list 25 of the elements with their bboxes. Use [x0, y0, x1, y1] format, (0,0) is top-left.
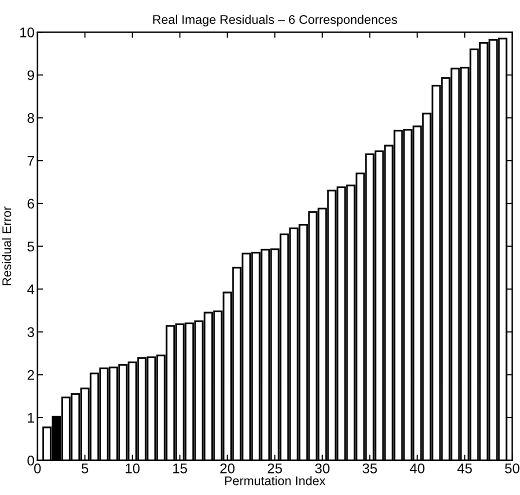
y-tick-label: 2 — [28, 370, 34, 380]
y-tick-label: 5 — [27, 242, 34, 252]
y-tick-label: 9 — [28, 70, 34, 80]
y-axis-title: Residual Error — [2, 206, 12, 286]
y-tick-label: 8 — [28, 113, 34, 123]
x-axis-title: Permutation Index — [225, 476, 326, 486]
x-tick-label: 45 — [457, 464, 472, 474]
y-tick-label: 1 — [28, 413, 34, 423]
x-tick-label: 50 — [505, 463, 520, 474]
x-tick-label: 40 — [410, 463, 424, 474]
y-tick-label: 7 — [28, 156, 34, 166]
y-tick-label: 6 — [28, 198, 34, 209]
x-tick-label: 10 — [126, 463, 140, 474]
x-tick-label: 35 — [362, 463, 377, 474]
x-tick-label: 30 — [315, 463, 330, 474]
x-tick-label: 15 — [173, 464, 188, 474]
y-tick-label: 4 — [27, 284, 34, 294]
x-tick-label: 20 — [220, 463, 235, 474]
chart-title: Real Image Residuals – 6 Correspondences — [153, 14, 398, 26]
x-tick-label: 25 — [268, 463, 282, 474]
y-tick-label: 0 — [27, 456, 34, 466]
y-tick-label: 10 — [20, 28, 34, 38]
y-tick-label: 3 — [27, 327, 34, 338]
x-tick-label: 0 — [34, 463, 41, 474]
x-tick-label: 5 — [82, 464, 88, 474]
